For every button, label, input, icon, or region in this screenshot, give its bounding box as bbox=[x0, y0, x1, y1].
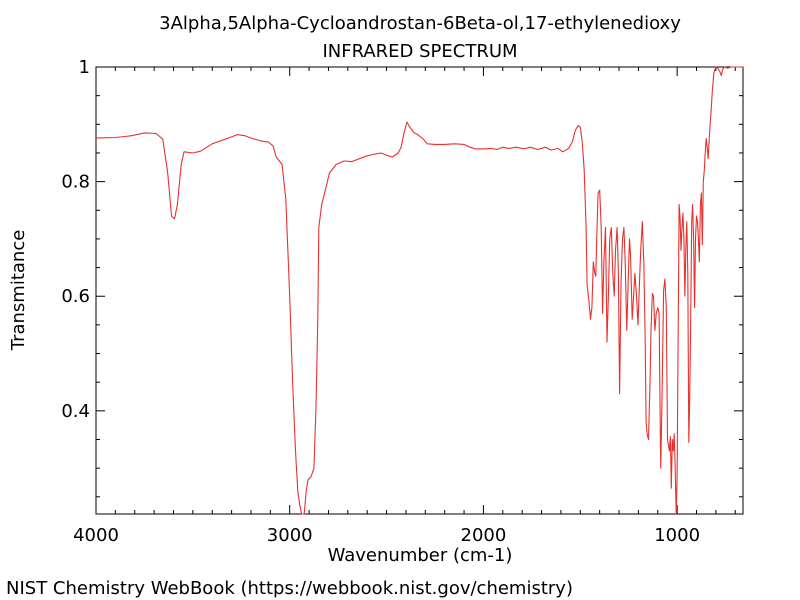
x-tick-label: 3000 bbox=[267, 525, 313, 546]
y-axis-label: Transmitance bbox=[8, 230, 29, 352]
y-tick-label: 1 bbox=[79, 57, 90, 78]
plot-area bbox=[95, 66, 744, 515]
y-tick-label: 0.4 bbox=[61, 401, 90, 422]
source-credit: NIST Chemistry WebBook (https://webbook.… bbox=[6, 578, 573, 599]
x-tick-label: 4000 bbox=[73, 525, 119, 546]
chart-title: 3Alpha,5Alpha-Cycloandrostan-6Beta-ol,17… bbox=[159, 13, 681, 34]
spectrum-line bbox=[95, 66, 743, 515]
chart-subtitle: INFRARED SPECTRUM bbox=[322, 41, 517, 62]
x-axis-label: Wavenumber (cm-1) bbox=[328, 545, 513, 566]
tick-labels: 4000 3000 2000 1000 0.4 0.6 0.8 1 bbox=[61, 57, 700, 546]
x-tick-label: 1000 bbox=[654, 525, 700, 546]
x-tick-label: 2000 bbox=[461, 525, 507, 546]
y-tick-label: 0.6 bbox=[61, 286, 90, 307]
y-tick-label: 0.8 bbox=[61, 172, 90, 193]
axis-ticks bbox=[95, 66, 743, 514]
plot-frame bbox=[95, 66, 744, 515]
